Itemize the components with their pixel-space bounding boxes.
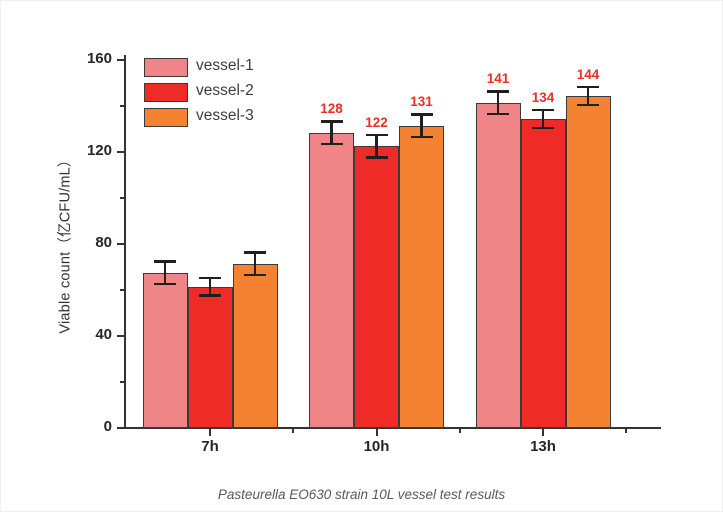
bar-vessel-3-7h	[232, 263, 278, 428]
legend-swatch-vessel-3	[144, 108, 188, 127]
x-tick-minor	[458, 429, 461, 433]
error-bar-cap	[199, 294, 221, 297]
legend-swatch-vessel-2	[144, 83, 188, 102]
error-bar-line	[541, 109, 545, 128]
error-bar-line	[163, 261, 167, 285]
y-tick-minor	[120, 381, 124, 383]
legend-label: vessel-2	[196, 82, 254, 99]
bar-value-label: 122	[365, 114, 388, 130]
error-bar-cap	[244, 273, 266, 277]
error-bar-cap	[154, 260, 176, 263]
y-tick-label: 160	[86, 50, 112, 67]
error-bar-line	[253, 252, 257, 276]
legend-label: vessel-3	[196, 107, 254, 124]
bar-value-label: 141	[486, 71, 510, 87]
y-axis-line	[124, 55, 126, 429]
y-axis-title-text: Viable count（亿CFU/mL）	[57, 152, 74, 334]
bar-vessel-1-7h	[142, 272, 188, 428]
error-bar-cap	[410, 113, 433, 116]
bar-vessel-1-13h	[475, 102, 521, 428]
error-bar-cap	[320, 142, 343, 146]
bar-vessel-2-7h	[187, 286, 233, 428]
x-tick-label: 7h	[201, 438, 219, 455]
error-bar-cap	[410, 135, 433, 139]
y-tick-major	[117, 427, 124, 429]
y-tick-minor	[120, 197, 124, 199]
error-bar-cap	[532, 126, 554, 129]
y-tick-minor	[120, 105, 124, 107]
x-tick-minor	[292, 429, 295, 433]
error-bar-cap	[577, 85, 599, 89]
bar-vessel-1-10h	[309, 132, 354, 428]
y-tick-label: 40	[95, 326, 112, 343]
x-tick-major	[542, 429, 544, 436]
y-tick-major	[117, 243, 124, 245]
bar-vessel-2-10h	[354, 146, 399, 428]
bar-value-label: 134	[531, 89, 555, 105]
x-tick-label: 13h	[530, 438, 556, 455]
error-bar-cap	[487, 90, 509, 93]
y-tick-major	[117, 151, 124, 153]
y-tick-label: 0	[103, 418, 112, 435]
bar-value-label: 131	[410, 94, 433, 110]
x-tick-label: 10h	[363, 438, 390, 455]
error-bar-line	[375, 134, 378, 158]
error-bar-cap	[487, 112, 509, 116]
error-bar-cap	[244, 251, 266, 254]
error-bar-cap	[532, 108, 554, 112]
bar-value-label: 144	[576, 66, 600, 82]
y-tick-label: 80	[95, 234, 112, 251]
x-tick-minor	[625, 429, 628, 433]
bar-vessel-2-13h	[520, 118, 566, 428]
error-bar-line	[496, 91, 500, 115]
bar-value-label: 128	[320, 101, 343, 117]
x-axis-line	[124, 427, 661, 429]
error-bar-line	[208, 277, 212, 296]
error-bar-cap	[365, 133, 388, 137]
error-bar-line	[586, 86, 590, 105]
y-tick-label: 120	[86, 142, 112, 159]
error-bar-line	[330, 121, 333, 145]
x-tick-major	[375, 429, 378, 436]
legend-swatch-vessel-1	[144, 58, 188, 77]
y-tick-major	[117, 59, 124, 61]
error-bar-cap	[154, 282, 176, 286]
error-bar-cap	[199, 276, 221, 279]
legend-label: vessel-1	[196, 57, 254, 74]
error-bar-line	[420, 114, 423, 138]
y-axis-title: Viable count（亿CFU/mL）	[54, 152, 75, 333]
y-tick-minor	[120, 289, 124, 291]
y-tick-major	[117, 335, 124, 337]
x-tick-major	[209, 429, 211, 436]
chart-caption: Pasteurella EO630 strain 10L vessel test…	[217, 487, 506, 502]
bar-vessel-3-13h	[565, 95, 611, 428]
error-bar-cap	[365, 156, 388, 159]
error-bar-cap	[577, 103, 599, 106]
bar-vessel-3-10h	[399, 125, 444, 428]
error-bar-cap	[320, 120, 343, 123]
